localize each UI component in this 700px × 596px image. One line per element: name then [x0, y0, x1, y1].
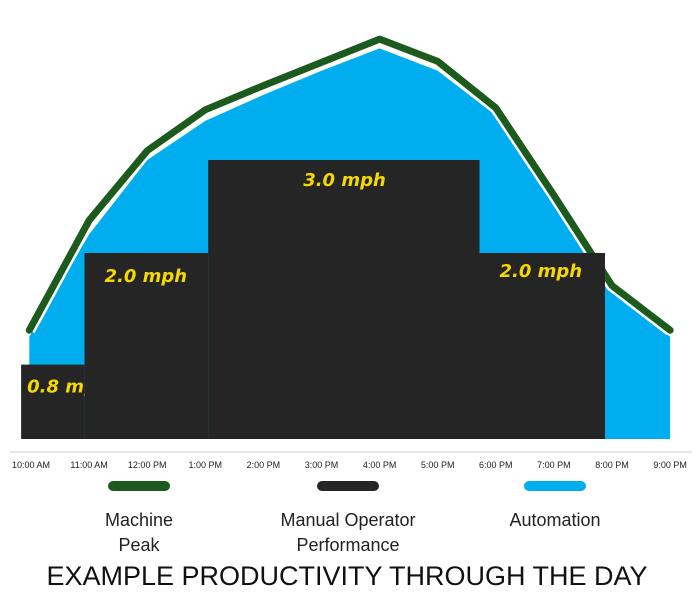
- legend-label-machine-peak: Machine Peak: [104, 510, 174, 555]
- legend-swatch-manual-operator: [317, 481, 379, 491]
- legend-swatch-automation: [524, 481, 586, 491]
- legend-label-manual-operator: Manual Operator Performance: [280, 510, 416, 555]
- x-tick-label-4: 2:00 PM: [247, 460, 281, 470]
- x-tick-label-11: 9:00 PM: [653, 460, 687, 470]
- machine-peak-line: [25, 35, 674, 334]
- chart-title: EXAMPLE PRODUCTIVITY THROUGH THE DAY: [46, 561, 648, 591]
- manual-operator-label-1: 2.0 mph: [105, 266, 188, 287]
- manual-operator-bar-1: [84, 253, 209, 439]
- x-tick-label-10: 8:00 PM: [595, 460, 629, 470]
- manual-operator-label-2: 3.0 mph: [303, 170, 386, 191]
- manual-operator-label-3: 2.0 mph: [500, 261, 583, 282]
- x-tick-label-5: 3:00 PM: [305, 460, 339, 470]
- legend-swatch-machine-peak: [108, 481, 170, 491]
- x-tick-label-3: 1:00 PM: [189, 460, 223, 470]
- legend-item-manual-operator: Manual Operator Performance: [258, 481, 438, 558]
- x-tick-label-0: 10:00 AM: [12, 460, 50, 470]
- x-tick-label-9: 7:00 PM: [537, 460, 571, 470]
- x-tick-label-6: 4:00 PM: [363, 460, 397, 470]
- x-tick-label-1: 11:00 AM: [70, 460, 107, 470]
- manual-operator-bar-0: [21, 364, 85, 439]
- x-tick-label-8: 6:00 PM: [479, 460, 513, 470]
- legend-item-machine-peak: Machine Peak: [49, 481, 229, 558]
- x-tick-label-7: 5:00 PM: [421, 460, 455, 470]
- manual-operator-bar-3: [479, 253, 605, 439]
- manual-operator-bar-2: [208, 160, 480, 439]
- x-tick-label-2: 12:00 PM: [128, 460, 167, 470]
- legend-item-automation: Automation: [465, 481, 645, 533]
- legend-label-automation: Automation: [509, 510, 601, 530]
